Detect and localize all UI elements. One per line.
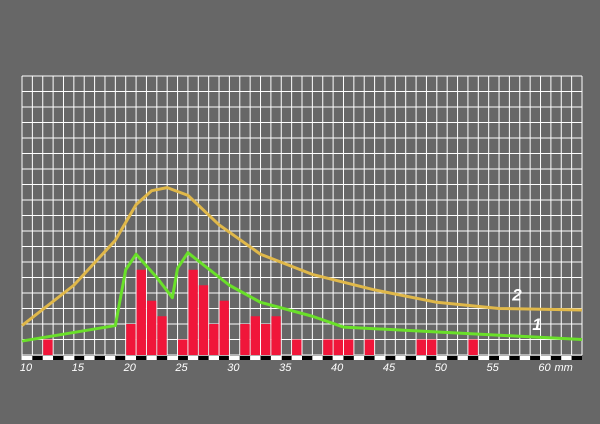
- scale-strip: [187, 356, 199, 360]
- histogram-bar: [188, 269, 198, 355]
- scale-strip: [384, 356, 396, 360]
- scale-strip: [312, 356, 323, 360]
- histogram-bar: [333, 339, 343, 355]
- scale-strip: [364, 356, 375, 360]
- scale-strip: [374, 356, 385, 360]
- histogram-bar: [292, 339, 302, 355]
- scale-strip: [405, 356, 417, 360]
- x-tick-label: 45: [383, 362, 396, 374]
- histogram-bar: [426, 339, 437, 355]
- scale-strip: [509, 356, 520, 360]
- histogram-bar: [178, 339, 188, 355]
- scale-strip: [488, 356, 500, 360]
- x-axis-label: mm: [555, 362, 573, 374]
- histogram-bar: [364, 339, 375, 355]
- scale-strip: [416, 356, 427, 360]
- scale-strip: [291, 356, 302, 360]
- series-label: 2: [511, 286, 522, 305]
- scale-strip: [198, 356, 209, 360]
- histogram-bar: [416, 339, 426, 355]
- scale-strip: [104, 356, 116, 360]
- scale-strip: [73, 356, 85, 360]
- scale-strip: [302, 356, 313, 360]
- scale-strip: [208, 356, 220, 360]
- scale-strip: [457, 356, 468, 360]
- scale-strip: [426, 356, 437, 360]
- histogram-bar: [468, 339, 478, 355]
- histogram-bar: [209, 324, 219, 355]
- scale-strip: [53, 356, 64, 360]
- scale-strip: [519, 356, 531, 360]
- histogram-bar: [261, 324, 271, 355]
- x-tick-label: 40: [331, 362, 344, 374]
- histogram-bar: [343, 339, 354, 355]
- x-tick-label: 35: [279, 362, 292, 374]
- scale-strip: [167, 356, 178, 360]
- scale-strip: [115, 356, 126, 360]
- scale-strip: [467, 356, 479, 360]
- scale-strip: [447, 356, 458, 360]
- scale-strip: [530, 356, 541, 360]
- scale-strip: [270, 356, 282, 360]
- histogram-bar: [146, 300, 157, 355]
- histogram-bar: [219, 300, 229, 355]
- x-tick-label: 50: [435, 362, 448, 374]
- scale-strip: [561, 356, 572, 360]
- scale-strip: [281, 356, 292, 360]
- line-series: [21, 251, 583, 343]
- histogram-bar: [157, 316, 167, 355]
- scale-strip: [136, 356, 147, 360]
- scale-strip: [63, 356, 74, 360]
- histogram-bar: [250, 316, 261, 355]
- scale-strip: [125, 356, 137, 360]
- scale-strip: [343, 356, 354, 360]
- scale-strip: [260, 356, 271, 360]
- scale-strip: [42, 356, 54, 360]
- histogram-bar: [43, 339, 53, 355]
- x-tick-label: 30: [227, 362, 240, 374]
- line-series: [21, 186, 583, 327]
- scale-strip: [32, 356, 43, 360]
- scale-strip: [540, 356, 551, 360]
- scale-strip: [571, 356, 582, 360]
- scale-strip: [395, 356, 406, 360]
- x-tick-label: 20: [123, 362, 137, 374]
- scale-strip: [22, 356, 33, 360]
- scale-strip: [333, 356, 344, 360]
- scale-strip: [353, 356, 365, 360]
- x-tick-label: 55: [487, 362, 500, 374]
- scale-strip: [322, 356, 334, 360]
- scale-strip: [177, 356, 188, 360]
- scale-strip: [239, 356, 251, 360]
- x-tick-label: 10: [20, 362, 33, 374]
- histogram-bar: [198, 285, 209, 355]
- histogram-bar: [136, 269, 146, 355]
- x-tick-label: 25: [174, 362, 188, 374]
- histogram-bar: [126, 324, 136, 355]
- scale-strip: [229, 356, 240, 360]
- x-tick-label: 60: [538, 362, 551, 374]
- scale-strip: [146, 356, 157, 360]
- histogram-bar: [240, 324, 250, 355]
- scale-strip: [219, 356, 230, 360]
- series-label: 1: [532, 315, 541, 334]
- scale-strip: [94, 356, 105, 360]
- scale-strip: [478, 356, 489, 360]
- scale-strip: [156, 356, 168, 360]
- scale-strip: [550, 356, 562, 360]
- scale-strip: [84, 356, 95, 360]
- scale-strip: [436, 356, 448, 360]
- histogram-bar: [323, 339, 333, 355]
- x-tick-label: 15: [72, 362, 85, 374]
- scale-strip: [499, 356, 510, 360]
- scale-strip: [250, 356, 261, 360]
- histogram-bar: [271, 316, 281, 355]
